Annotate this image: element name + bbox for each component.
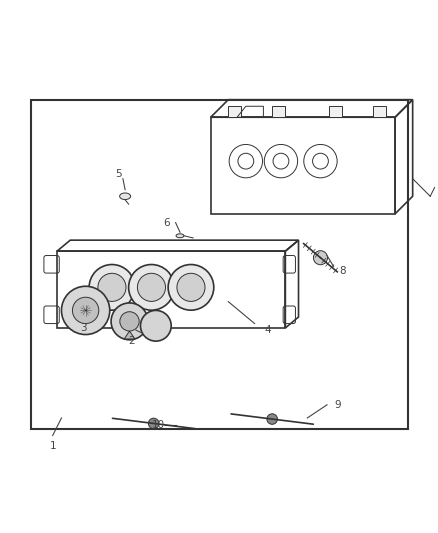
Text: 4: 4 — [264, 325, 271, 335]
Text: 1: 1 — [49, 441, 56, 451]
Circle shape — [72, 297, 99, 324]
Text: 9: 9 — [334, 400, 341, 410]
Circle shape — [266, 414, 277, 424]
Text: 6: 6 — [163, 217, 170, 228]
Circle shape — [98, 273, 126, 301]
Circle shape — [128, 264, 174, 310]
Circle shape — [120, 312, 139, 331]
Text: 10: 10 — [151, 419, 164, 430]
Ellipse shape — [176, 234, 184, 238]
Polygon shape — [124, 331, 134, 339]
Circle shape — [177, 273, 205, 301]
Text: 5: 5 — [115, 169, 122, 179]
Circle shape — [313, 251, 327, 265]
Ellipse shape — [119, 193, 131, 199]
Bar — [328, 106, 342, 117]
Text: 8: 8 — [338, 266, 345, 276]
Bar — [31, 100, 407, 429]
Text: 3: 3 — [80, 323, 87, 333]
Circle shape — [89, 264, 134, 310]
Circle shape — [148, 418, 159, 429]
Bar — [272, 106, 285, 117]
Circle shape — [168, 264, 213, 310]
Text: 2: 2 — [128, 336, 135, 346]
Bar — [372, 106, 385, 117]
Circle shape — [61, 286, 110, 335]
Bar — [228, 106, 241, 117]
Circle shape — [137, 273, 165, 301]
Circle shape — [140, 310, 171, 341]
Circle shape — [111, 303, 148, 340]
